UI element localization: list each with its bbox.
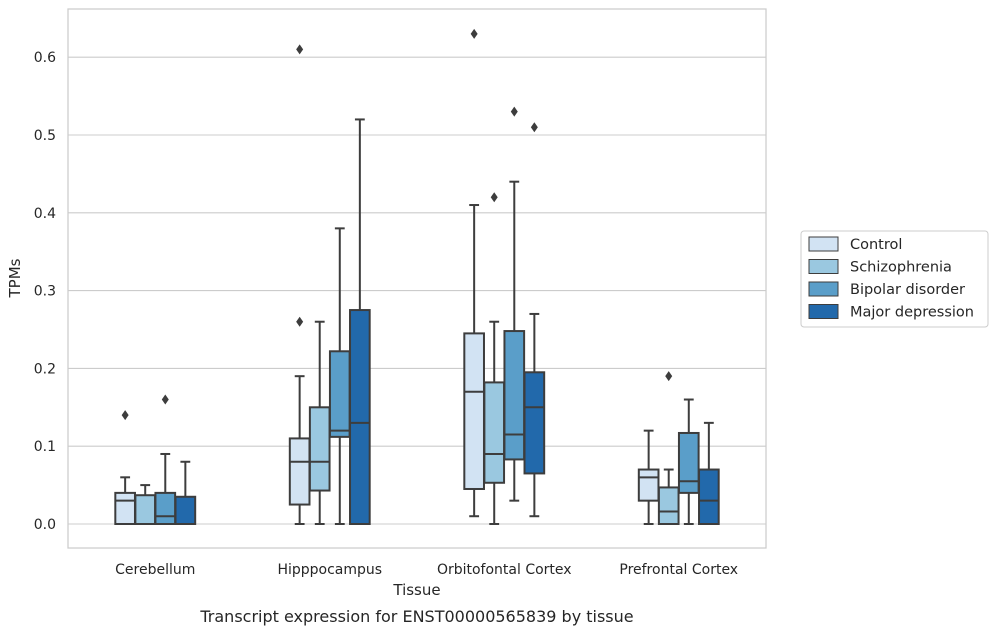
box-iqr xyxy=(114,491,136,526)
y-tick-label: 0.3 xyxy=(34,284,56,300)
box-control-2 xyxy=(463,28,485,518)
box-iqr xyxy=(349,309,371,525)
legend-label: Schizophrenia xyxy=(850,260,952,276)
outlier-point xyxy=(530,122,538,133)
x-axis-label: Tissue xyxy=(392,581,440,599)
outlier-point xyxy=(296,316,304,327)
legend-label: Major depression xyxy=(850,305,974,321)
y-tick-label: 0.0 xyxy=(34,517,56,533)
legend-swatch xyxy=(808,259,839,274)
box-control-0 xyxy=(114,410,136,526)
outlier-point xyxy=(490,192,498,203)
box-iqr xyxy=(463,332,485,490)
box-iqr xyxy=(483,381,506,484)
box-bipolar-disorder-0 xyxy=(154,394,177,526)
y-axis-label: TPMs xyxy=(6,258,24,298)
grid-lines xyxy=(68,56,766,525)
y-tick-label: 0.6 xyxy=(34,50,56,66)
box-iqr xyxy=(657,486,680,525)
legend-label: Control xyxy=(850,237,902,253)
legend-swatch xyxy=(808,236,839,252)
x-tick-label: Prefrontal Cortex xyxy=(619,562,738,578)
box-schizophrenia-2 xyxy=(483,192,506,525)
box-schizophrenia-0 xyxy=(134,484,157,525)
legend-label: Bipolar disorder xyxy=(850,282,965,298)
box-schizophrenia-3 xyxy=(657,371,680,525)
plot-background xyxy=(68,9,766,548)
box-iqr xyxy=(288,437,311,506)
outlier-point xyxy=(161,394,169,405)
y-tick-label: 0.5 xyxy=(34,128,56,144)
box-iqr xyxy=(308,406,331,492)
box-major-depression-2 xyxy=(523,122,546,518)
outlier-point xyxy=(296,44,304,55)
box-iqr xyxy=(637,468,660,502)
plot-frame xyxy=(67,8,767,549)
x-tick-label: Cerebellum xyxy=(115,562,195,578)
legend-swatch xyxy=(808,304,839,319)
box-bipolar-disorder-3 xyxy=(677,398,700,525)
box-major-depression-1 xyxy=(349,118,371,525)
figure-caption: Transcript expression for ENST0000056583… xyxy=(199,607,633,626)
y-axis: 0.0 0.1 0.2 0.3 0.4 0.5 0.6 xyxy=(34,50,56,533)
outlier-point xyxy=(665,371,673,382)
box-iqr xyxy=(328,350,351,438)
box-major-depression-3 xyxy=(698,421,720,526)
legend-frame xyxy=(800,230,989,328)
box-iqr xyxy=(503,330,526,461)
box-schizophrenia-1 xyxy=(308,320,331,525)
box-iqr xyxy=(134,494,157,525)
y-tick-label: 0.1 xyxy=(34,439,56,455)
y-tick-label: 0.4 xyxy=(34,206,56,222)
box-major-depression-0 xyxy=(174,460,197,525)
box-iqr xyxy=(523,371,546,475)
box-iqr xyxy=(698,468,720,526)
legend: Control Schizophrenia Bipolar disorder Majo… xyxy=(800,230,989,328)
outlier-point xyxy=(470,28,478,39)
x-axis: Cerebellum Hipppocampus Orbitofontal Corte… xyxy=(115,562,738,578)
x-tick-label: Orbitofontal Cortex xyxy=(437,562,572,578)
box-plots xyxy=(114,28,720,526)
outlier-point xyxy=(510,106,518,117)
y-tick-label: 0.2 xyxy=(34,361,56,377)
box-control-1 xyxy=(288,44,311,525)
box-iqr xyxy=(154,491,177,526)
legend-swatch xyxy=(808,281,839,297)
outlier-point xyxy=(121,410,129,421)
box-iqr xyxy=(174,495,197,525)
box-iqr xyxy=(677,431,700,494)
box-control-3 xyxy=(637,429,660,525)
x-tick-label: Hipppocampus xyxy=(277,562,382,578)
